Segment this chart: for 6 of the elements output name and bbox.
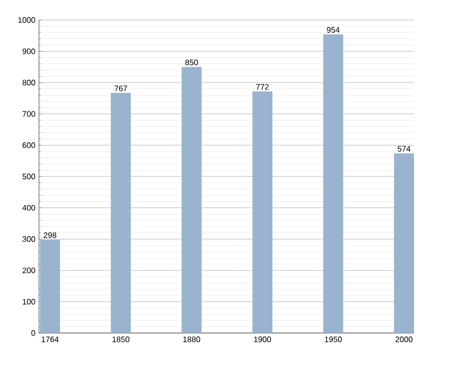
bar	[182, 66, 202, 333]
bar	[110, 92, 131, 333]
bar	[252, 91, 272, 333]
bar	[323, 34, 344, 333]
bar	[394, 153, 414, 333]
bar	[40, 240, 60, 333]
